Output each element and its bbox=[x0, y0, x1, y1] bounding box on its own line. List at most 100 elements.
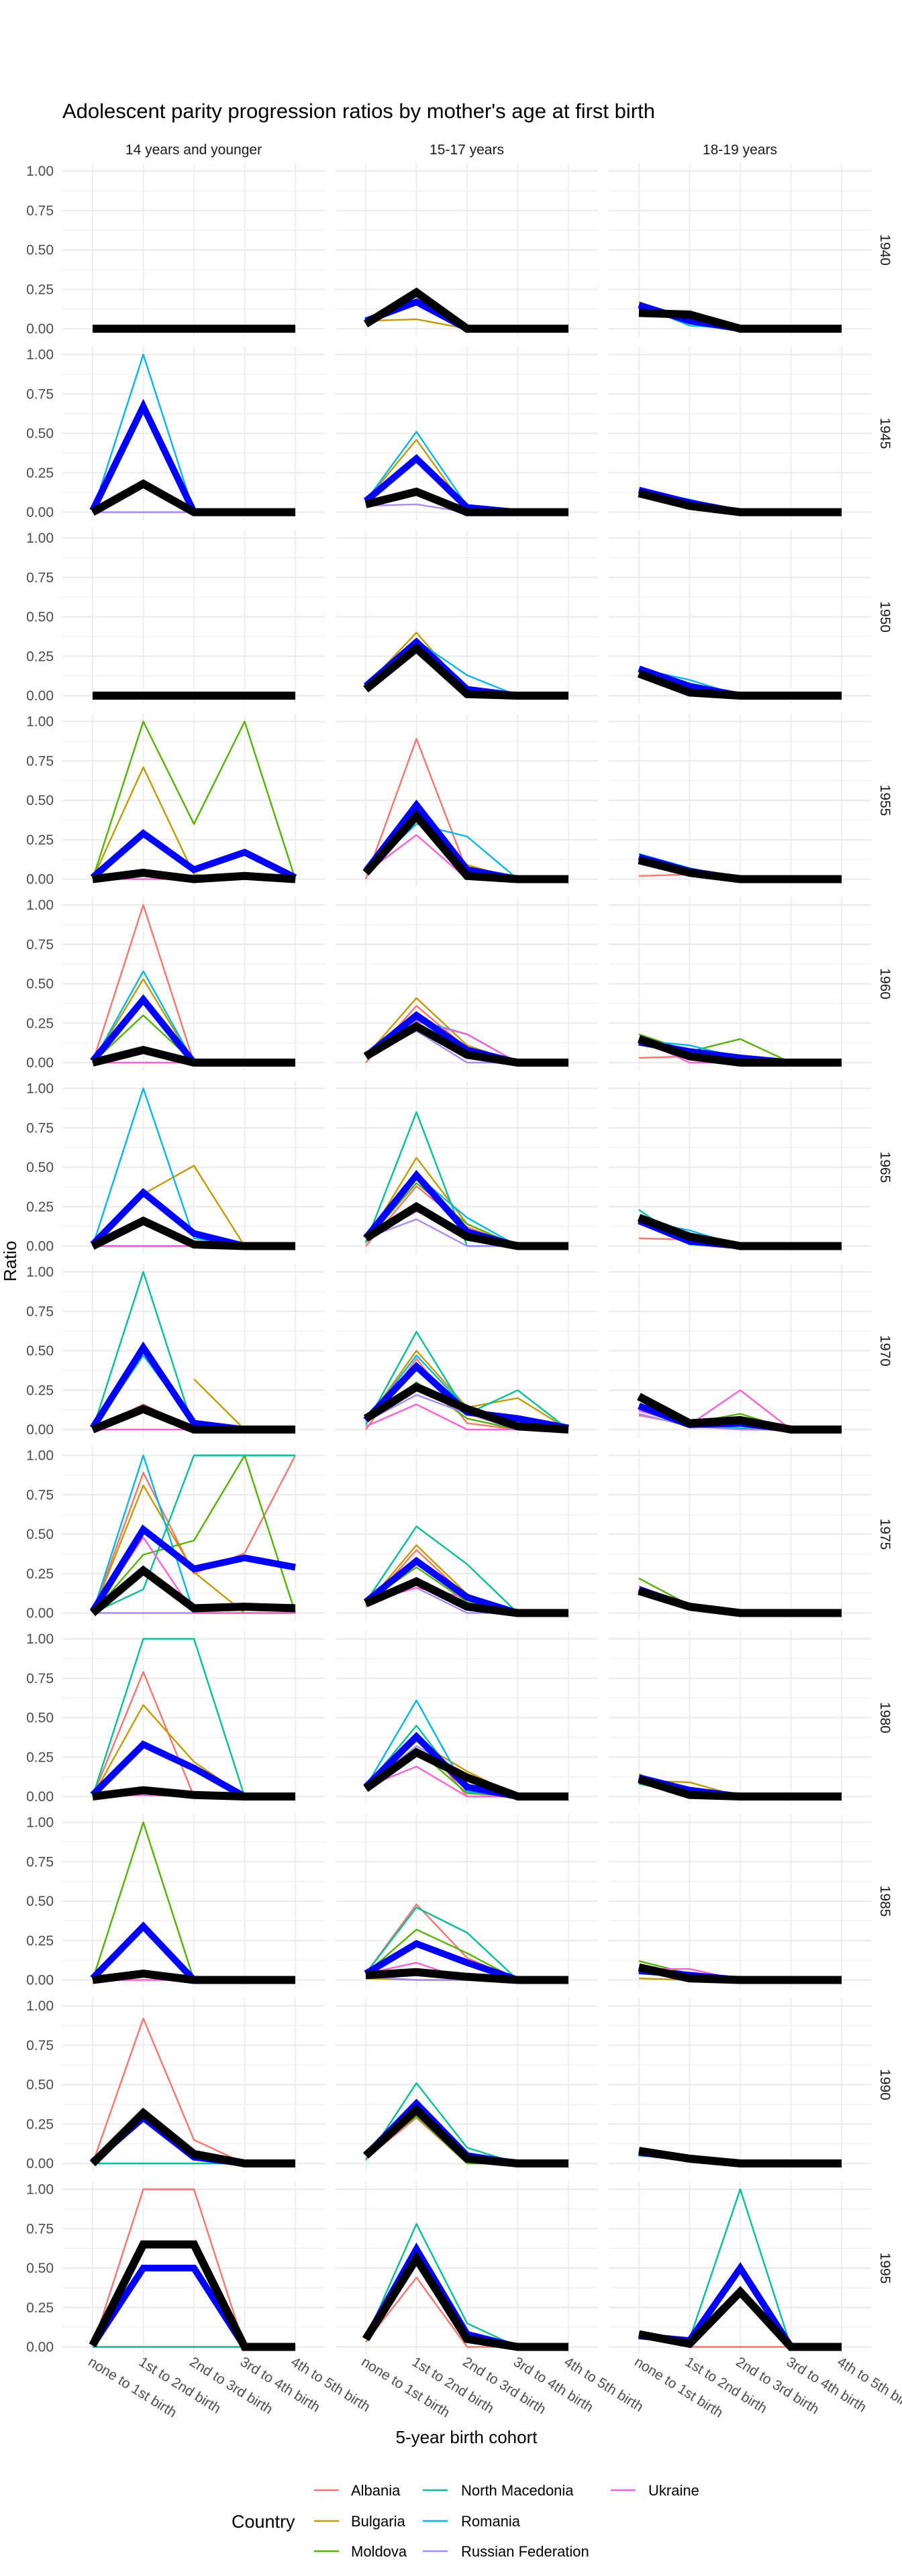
series-line-black bbox=[638, 2286, 842, 2351]
facet-row-label: 1995 bbox=[877, 2253, 893, 2284]
y-tick-label: 0.50 bbox=[26, 1160, 54, 1175]
series-line-black bbox=[364, 487, 568, 517]
facet-panel bbox=[609, 1447, 871, 1621]
legend-label: Bulgaria bbox=[351, 2513, 405, 2530]
series-line-black bbox=[638, 309, 842, 333]
facet-row-label: 1970 bbox=[877, 1335, 893, 1366]
series-line-black bbox=[362, 810, 568, 883]
facet-row-label: 1985 bbox=[877, 1886, 893, 1917]
y-tick-label: 0.00 bbox=[26, 1789, 54, 1805]
x-tick-label: none to 1st birth bbox=[632, 2354, 725, 2420]
series-line-black bbox=[363, 1382, 569, 1434]
legend-item: Romania bbox=[423, 2513, 521, 2530]
facet-panel bbox=[609, 1631, 871, 1805]
facet-panel bbox=[609, 1080, 871, 1254]
facet-panel bbox=[62, 1998, 325, 2171]
facet-panel bbox=[336, 163, 598, 337]
y-tick-label: 0.00 bbox=[26, 2156, 54, 2171]
y-tick-label: 0.25 bbox=[26, 1199, 54, 1215]
series-line-black bbox=[637, 1393, 842, 1434]
series-line-black bbox=[638, 1035, 842, 1067]
y-tick-label: 0.25 bbox=[26, 282, 54, 297]
facet-panel bbox=[336, 713, 598, 888]
y-tick-label: 0.50 bbox=[26, 610, 54, 625]
facet-panel bbox=[62, 1814, 325, 1988]
series-line-black bbox=[638, 1963, 842, 1984]
y-tick-label: 0.25 bbox=[26, 833, 54, 848]
facet-panel bbox=[336, 897, 598, 1071]
y-tick-label: 0.75 bbox=[26, 1854, 54, 1870]
y-tick-label: 0.75 bbox=[26, 1671, 54, 1686]
y-tick-label: 0.00 bbox=[26, 688, 54, 704]
legend-label: Romania bbox=[461, 2513, 521, 2530]
facet-panel bbox=[609, 2181, 871, 2355]
y-axis-title: Ratio bbox=[0, 1241, 20, 1282]
series-line-moldova bbox=[92, 1454, 297, 1614]
series-line-black bbox=[638, 2147, 842, 2167]
facet-panel bbox=[609, 713, 871, 888]
facet-panel bbox=[62, 1080, 325, 1254]
series-line-black bbox=[90, 1565, 296, 1617]
y-tick-label: 0.25 bbox=[26, 466, 54, 481]
series-line-bulgaria bbox=[193, 1378, 246, 1430]
y-tick-label: 0.75 bbox=[26, 753, 54, 769]
legend-item: Bulgaria bbox=[314, 2513, 405, 2530]
series-line-black bbox=[638, 1775, 842, 1801]
y-tick-label: 0.00 bbox=[26, 1606, 54, 1621]
series-line-black bbox=[91, 1216, 295, 1250]
facet-row-label: 1975 bbox=[877, 1519, 893, 1550]
facet-row-label: 1950 bbox=[877, 601, 893, 633]
series-line-black bbox=[363, 1201, 568, 1250]
series-line-black bbox=[91, 1046, 295, 1067]
facet-row-label: 1960 bbox=[877, 968, 893, 1000]
legend-item: North Macedonia bbox=[423, 2482, 574, 2499]
y-tick-label: 0.25 bbox=[26, 1016, 54, 1031]
y-tick-label: 1.00 bbox=[26, 1815, 54, 1831]
series-line-albania bbox=[91, 1454, 297, 1613]
facet-column-label: 15-17 years bbox=[430, 142, 504, 158]
y-tick-label: 1.00 bbox=[26, 898, 54, 913]
y-tick-label: 0.50 bbox=[26, 2078, 54, 2093]
facet-column-label: 18-19 years bbox=[703, 142, 777, 158]
series-line-black bbox=[89, 2107, 295, 2167]
series-line-black bbox=[91, 1404, 295, 1434]
x-tick-label: none to 1st birth bbox=[85, 2354, 179, 2420]
series-line-black bbox=[365, 1968, 568, 1984]
y-tick-label: 1.00 bbox=[26, 1448, 54, 1464]
x-axis-title: 5-year birth cohort bbox=[396, 2427, 538, 2447]
series-line-black bbox=[362, 2104, 568, 2167]
y-tick-label: 0.00 bbox=[26, 1973, 54, 1988]
series-line-black bbox=[92, 1970, 295, 1984]
facet-panel bbox=[62, 1264, 325, 1438]
facet-panel bbox=[336, 2181, 598, 2355]
facet-panel bbox=[62, 713, 325, 888]
y-tick-label: 0.50 bbox=[26, 1711, 54, 1726]
facet-panel bbox=[336, 1631, 598, 1805]
y-tick-label: 1.00 bbox=[26, 714, 54, 730]
panel-grid: 14 years and younger 15-17 years 18-19 yea… bbox=[26, 142, 902, 2421]
y-tick-label: 0.75 bbox=[26, 1304, 54, 1320]
facet-panel bbox=[336, 1447, 598, 1621]
legend-label: Moldova bbox=[351, 2543, 407, 2560]
legend-item: Albania bbox=[314, 2482, 401, 2499]
y-tick-label: 1.00 bbox=[26, 347, 54, 363]
legend-label: Albania bbox=[351, 2482, 401, 2499]
y-tick-label: 0.00 bbox=[26, 1055, 54, 1071]
facet-row-label: 1965 bbox=[877, 1152, 893, 1183]
y-tick-label: 0.25 bbox=[26, 1933, 54, 1949]
legend-label: Ukraine bbox=[648, 2482, 699, 2499]
y-tick-label: 0.00 bbox=[26, 1239, 54, 1254]
facet-panel bbox=[62, 1631, 325, 1805]
y-tick-label: 0.00 bbox=[26, 1422, 54, 1438]
y-tick-label: 0.00 bbox=[26, 2340, 54, 2355]
y-tick-label: 1.00 bbox=[26, 164, 54, 179]
facet-panel bbox=[336, 1998, 598, 2171]
y-tick-label: 0.75 bbox=[26, 203, 54, 219]
facet-row-label: 1980 bbox=[877, 1702, 893, 1733]
facet-panel bbox=[609, 1814, 871, 1988]
y-tick-label: 0.25 bbox=[26, 2300, 54, 2316]
series-line-black bbox=[91, 479, 295, 517]
y-tick-label: 0.50 bbox=[26, 426, 54, 441]
legend: Country Albania Bulgaria Moldova North Mace… bbox=[232, 2482, 699, 2560]
